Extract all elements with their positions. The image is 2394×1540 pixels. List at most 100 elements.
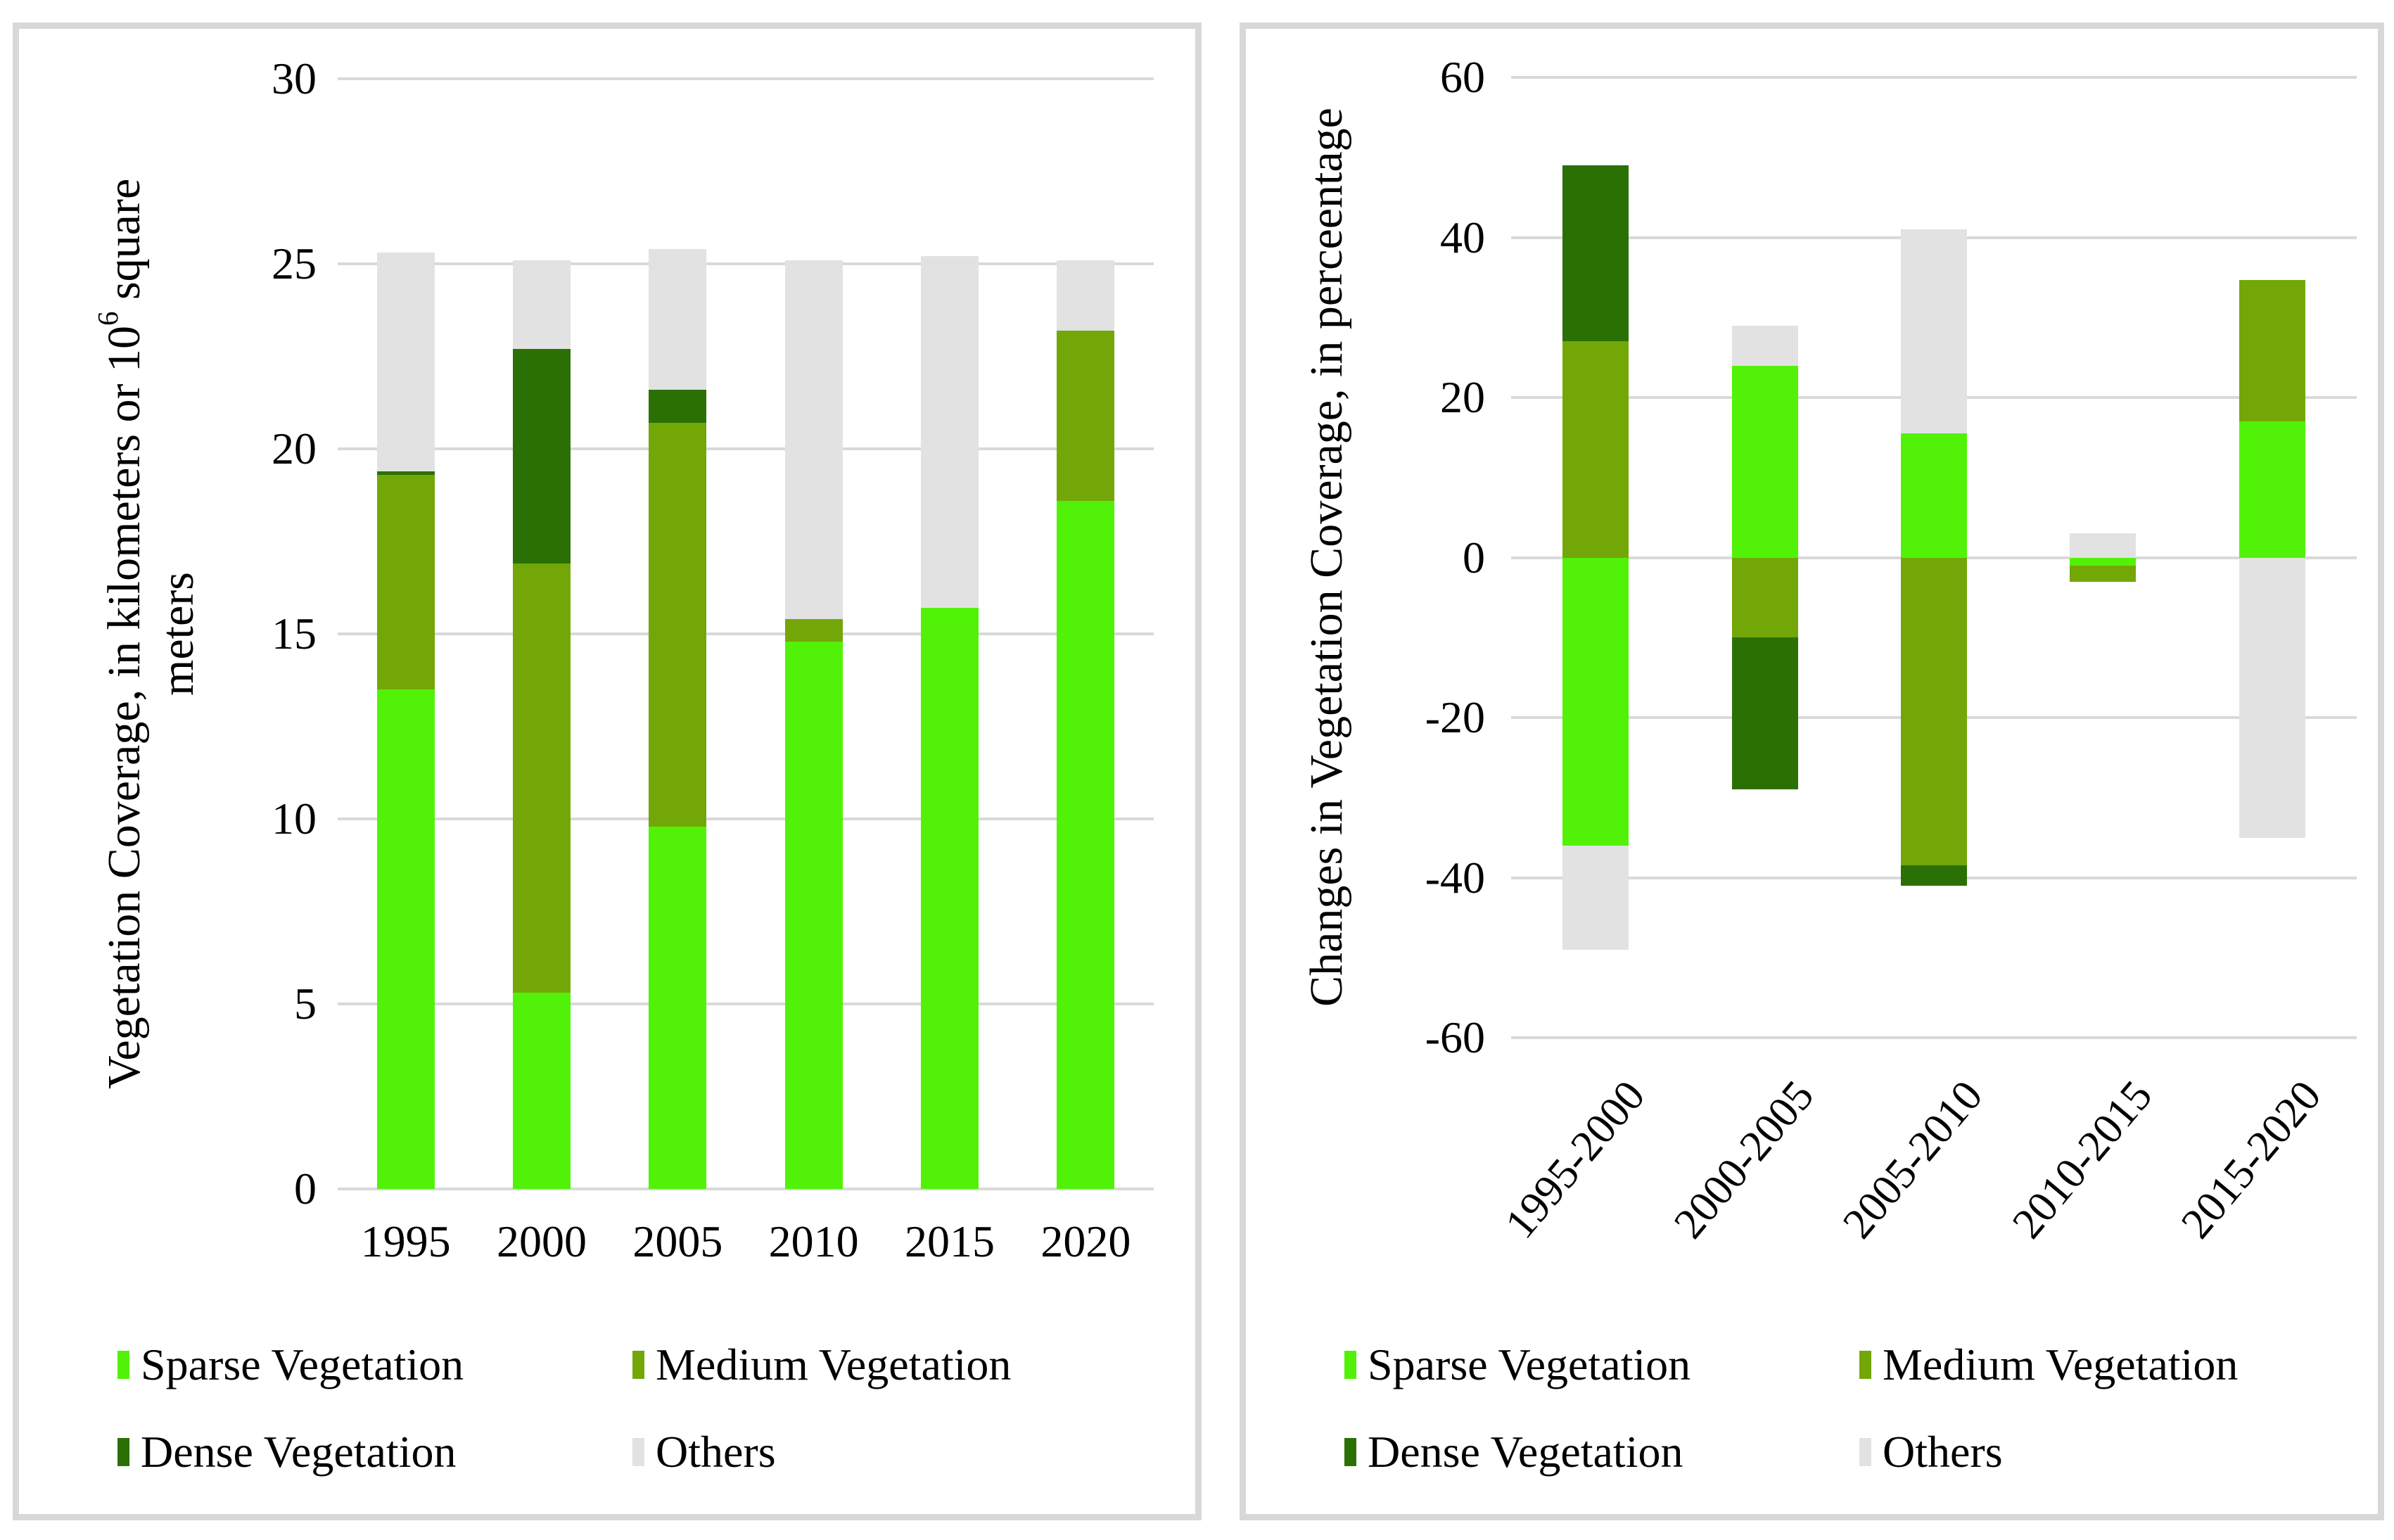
bar-segment	[2239, 279, 2305, 422]
legend-item-medium: Medium Vegetation	[1859, 1335, 2238, 1395]
gridline	[338, 77, 1154, 80]
changes-chart-panel: Changes in Vegetation Coverage, in perce…	[1240, 23, 2384, 1520]
bar-segment	[1562, 557, 1629, 846]
bar-segment	[513, 993, 571, 1189]
legend-item-others: Others	[632, 1422, 776, 1482]
legend-row: Dense Vegetation Others	[19, 1422, 1195, 1482]
y-axis-tick-label: 25	[272, 238, 317, 288]
gridline	[1511, 76, 2357, 79]
legend-label: Dense Vegetation	[1368, 1427, 1683, 1477]
bar-segment	[2239, 421, 2305, 558]
legend-label: Medium Vegetation	[1883, 1339, 2239, 1389]
x-axis-label: 2000	[496, 1216, 587, 1266]
legend-row: Dense Vegetation Others	[1246, 1422, 2378, 1482]
bar-segment	[513, 348, 571, 564]
bar-segment	[1901, 433, 1967, 558]
bar-segment	[784, 260, 843, 619]
legend-swatch-sparse-icon	[1344, 1351, 1356, 1379]
x-axis-label: 2010-2015	[2003, 1071, 2162, 1248]
x-axis-label: 2020	[1040, 1216, 1131, 1266]
y-axis-tick-label: -20	[1425, 692, 1485, 742]
bar-segment	[2070, 565, 2137, 582]
x-axis-label: 2000-2005	[1664, 1071, 1823, 1248]
legend-label: Medium Vegetation	[656, 1339, 1012, 1389]
x-axis-label: 2015-2020	[2172, 1071, 2331, 1248]
x-axis-tick-labels: 1995-2000 2000-2005 2005-2010 2010-2015 2015…	[1496, 1038, 2357, 1333]
gridline	[338, 1188, 1154, 1190]
legend-item-dense: Dense Vegetation	[1344, 1422, 1683, 1482]
legend-swatch-others-icon	[1859, 1438, 1871, 1466]
x-axis-label: 1995-2000	[1496, 1071, 1655, 1248]
legend-item-medium: Medium Vegetation	[632, 1335, 1011, 1395]
bar-segment	[1901, 557, 1967, 866]
legend-swatch-dense-icon	[117, 1438, 129, 1466]
bar-segment	[376, 689, 435, 1189]
x-axis-label: 2005-2010	[1834, 1071, 1992, 1248]
y-axis-tick-labels: 60 40 20 0 -20 -40 -60	[1253, 52, 1485, 1062]
y-axis-tick-label: 20	[1440, 372, 1485, 422]
legend-label: Dense Vegetation	[141, 1427, 457, 1477]
gridline	[1511, 1036, 2357, 1039]
legend-label: Sparse Vegetation	[1368, 1339, 1691, 1389]
bar-segment	[1731, 637, 1798, 790]
gridline	[338, 262, 1154, 265]
legend-swatch-sparse-icon	[117, 1351, 129, 1379]
bar-segment	[649, 389, 707, 424]
y-axis-tick-label: 15	[272, 609, 317, 658]
x-axis-label: 2005	[632, 1216, 723, 1266]
x-axis-label: 1995	[360, 1216, 451, 1266]
bar-segment	[921, 608, 979, 1189]
bar-segment	[1057, 500, 1115, 1189]
legend-label: Sparse Vegetation	[141, 1339, 464, 1389]
bar-segment	[513, 564, 571, 993]
x-axis-tick-labels: 1995 2000 2005 2010 2015 2020	[338, 1203, 1154, 1280]
legend-item-others: Others	[1859, 1422, 2003, 1482]
bar-segment	[784, 641, 843, 1189]
gridline	[338, 1003, 1154, 1005]
gridline	[338, 447, 1154, 450]
bar-segment	[2070, 557, 2137, 566]
y-axis-tick-label: 20	[272, 424, 317, 473]
gridline	[338, 817, 1154, 820]
y-axis-tick-label: 0	[294, 1164, 317, 1214]
y-axis-tick-label: 40	[1440, 212, 1485, 262]
y-axis-tick-label: 5	[294, 979, 317, 1029]
coverage-chart-panel: Vegetation Coverage, in kilometers or 10…	[13, 23, 1202, 1520]
legend-row: Sparse Vegetation Medium Vegetation	[19, 1335, 1195, 1395]
legend-item-sparse: Sparse Vegetation	[1344, 1335, 1691, 1395]
legend-swatch-others-icon	[632, 1438, 644, 1466]
plot-area	[1511, 76, 2357, 1039]
bar-segment	[784, 618, 843, 642]
legend-item-dense: Dense Vegetation	[117, 1422, 456, 1482]
bar-segment	[2070, 533, 2137, 558]
bar-segment	[1901, 865, 1967, 886]
legend-swatch-medium-icon	[632, 1351, 644, 1379]
x-axis-label: 2010	[768, 1216, 859, 1266]
bar-segment	[1057, 260, 1115, 331]
gridline	[338, 632, 1154, 635]
y-axis-tick-label: -40	[1425, 852, 1485, 903]
y-axis-tick-labels: 30 25 20 15 10 5 0	[91, 53, 317, 1214]
bar-segment	[649, 423, 707, 827]
bar-segment	[2239, 557, 2305, 838]
bar-segment	[376, 471, 435, 475]
bar-segment	[1731, 365, 1798, 558]
bar-segment	[376, 253, 435, 471]
legend-label: Others	[1883, 1427, 2003, 1477]
y-axis-tick-label: 10	[272, 794, 317, 844]
legend-swatch-medium-icon	[1859, 1351, 1871, 1379]
bar-segment	[1731, 557, 1798, 638]
bar-segment	[1562, 846, 1629, 950]
bar-segment	[513, 260, 571, 349]
bar-segment	[1057, 330, 1115, 501]
bar-segment	[1562, 165, 1629, 342]
bar-segment	[649, 248, 707, 390]
x-axis-label: 2015	[904, 1216, 995, 1266]
legend-row: Sparse Vegetation Medium Vegetation	[1246, 1335, 2378, 1395]
bar-segment	[1562, 341, 1629, 558]
y-axis-tick-label: -60	[1425, 1012, 1485, 1062]
legend-item-sparse: Sparse Vegetation	[117, 1335, 464, 1395]
y-axis-tick-label: 0	[1463, 532, 1485, 583]
bar-segment	[1901, 229, 1967, 434]
